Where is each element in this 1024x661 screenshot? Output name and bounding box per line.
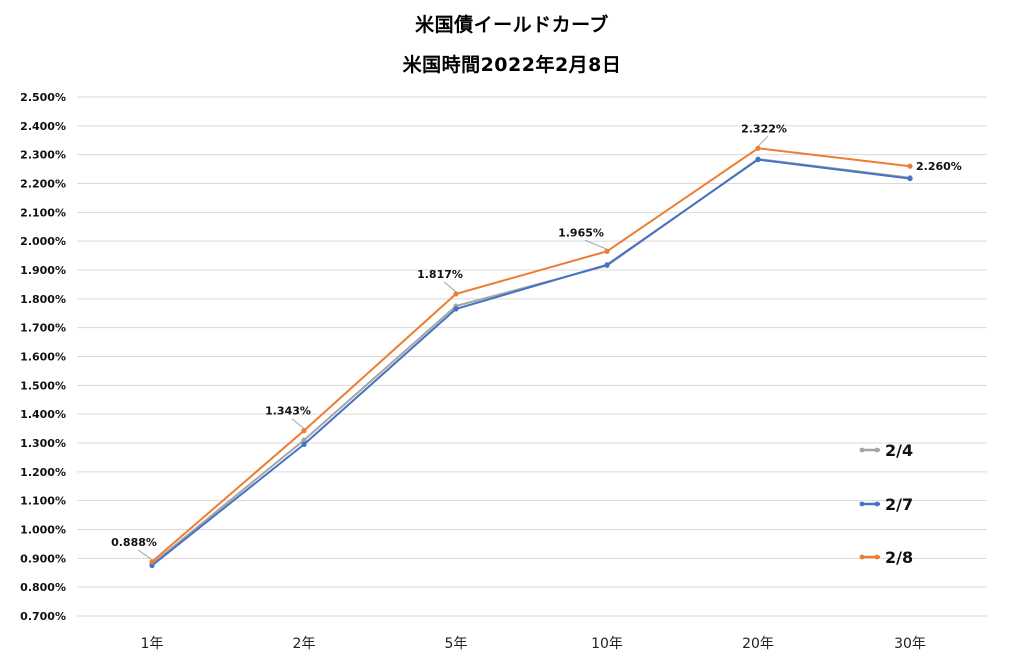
- y-tick-label: 1.100%: [20, 495, 66, 508]
- y-tick-label: 2.200%: [20, 178, 66, 191]
- chart-subtitle: 米国時間2022年2月8日: [402, 54, 622, 76]
- data-point: [907, 163, 913, 169]
- y-tick-label: 1.700%: [20, 322, 66, 335]
- data-point: [301, 428, 307, 434]
- legend-entry: 2/8: [885, 548, 913, 567]
- x-tick-label: 5年: [445, 636, 468, 652]
- y-tick-label: 2.100%: [20, 206, 66, 219]
- data-point: [604, 262, 610, 268]
- y-tick-label: 1.600%: [20, 351, 66, 364]
- label-leader-line: [137, 549, 153, 561]
- y-tick-label: 1.500%: [20, 379, 66, 392]
- y-tick-label: 2.500%: [20, 91, 66, 104]
- data-label: 2.260%: [916, 160, 962, 173]
- legend-marker: [859, 554, 865, 560]
- x-tick-label: 10年: [591, 636, 623, 652]
- data-label: 1.817%: [417, 268, 463, 281]
- y-tick-label: 0.900%: [20, 552, 66, 565]
- y-tick-label: 1.900%: [20, 264, 66, 277]
- data-point: [301, 441, 307, 448]
- y-tick-label: 1.000%: [20, 524, 66, 537]
- data-point: [453, 291, 459, 297]
- legend-entry: 2/7: [885, 495, 913, 514]
- y-tick-label: 1.800%: [20, 293, 66, 306]
- data-point: [755, 145, 761, 151]
- data-label: 0.888%: [111, 536, 157, 549]
- legend-marker: [874, 501, 880, 507]
- data-point: [301, 437, 307, 443]
- data-point: [907, 175, 913, 182]
- series-line-2-8: [151, 147, 911, 563]
- y-tick-label: 1.200%: [20, 466, 66, 479]
- series-line-2-4: [151, 158, 911, 565]
- y-tick-label: 1.300%: [20, 437, 66, 450]
- legend-marker: [859, 447, 865, 453]
- label-leader-line: [443, 281, 457, 293]
- data-point: [149, 562, 155, 569]
- data-point: [149, 559, 155, 565]
- y-tick-label: 2.300%: [20, 149, 66, 162]
- x-tick-label: 1年: [141, 636, 164, 652]
- legend-marker: [874, 554, 880, 560]
- x-tick-label: 2年: [293, 636, 316, 652]
- y-tick-label: 2.000%: [20, 235, 66, 248]
- legend-marker: [874, 447, 880, 453]
- label-leader-line: [291, 418, 305, 429]
- data-label: 2.322%: [741, 122, 787, 135]
- label-leader-line: [757, 135, 769, 147]
- data-label: 1.965%: [558, 226, 604, 239]
- data-label: 1.343%: [265, 405, 311, 418]
- y-tick-label: 2.400%: [20, 120, 66, 133]
- data-point: [755, 156, 761, 163]
- x-tick-label: 30年: [894, 636, 926, 652]
- y-tick-label: 0.800%: [20, 581, 66, 594]
- label-leader-line: [584, 239, 608, 250]
- series-line-2-7: [151, 158, 911, 567]
- data-point: [453, 306, 459, 312]
- y-tick-label: 1.400%: [20, 408, 66, 421]
- x-tick-label: 20年: [742, 636, 774, 652]
- chart-title: 米国債イールドカーブ: [415, 14, 609, 36]
- y-tick-label: 0.700%: [20, 610, 66, 623]
- legend-marker: [859, 501, 865, 507]
- legend-entry: 2/4: [885, 441, 913, 460]
- data-point: [604, 248, 610, 254]
